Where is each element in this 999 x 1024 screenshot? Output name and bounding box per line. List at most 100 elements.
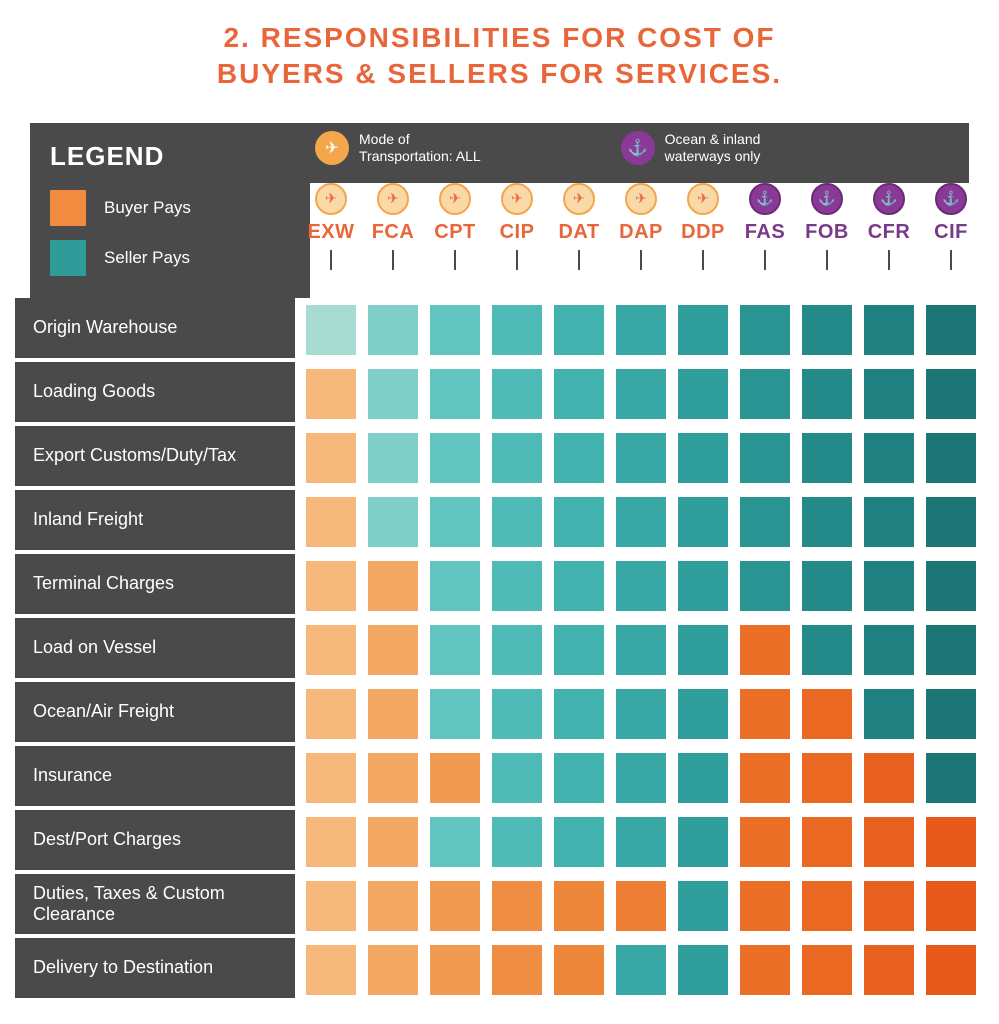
matrix-cell	[486, 938, 548, 1002]
column-header: ✈ FCA	[362, 183, 424, 270]
column-tick	[454, 250, 456, 270]
matrix-cell	[920, 682, 982, 746]
seller-cell	[306, 305, 356, 355]
row-label: Inland Freight	[15, 490, 295, 554]
matrix-cell	[920, 554, 982, 618]
title-line-1: 2. RESPONSIBILITIES FOR COST OF	[223, 22, 775, 53]
seller-cell	[616, 817, 666, 867]
seller-cell	[926, 433, 976, 483]
seller-cell	[678, 369, 728, 419]
matrix-cell	[796, 554, 858, 618]
matrix-cell	[796, 938, 858, 1002]
legend-label: Seller Pays	[104, 248, 190, 268]
table-row: Delivery to Destination	[15, 938, 984, 1002]
column-header: ⚓FAS	[734, 183, 796, 270]
legend-item: Seller Pays	[50, 240, 290, 276]
buyer-cell	[306, 753, 356, 803]
column-tick	[702, 250, 704, 270]
column-tick	[392, 250, 394, 270]
matrix-cell	[548, 682, 610, 746]
seller-cell	[678, 433, 728, 483]
seller-cell	[926, 689, 976, 739]
seller-cell	[678, 561, 728, 611]
row-label: Ocean/Air Freight	[15, 682, 295, 746]
matrix-cell	[610, 618, 672, 682]
matrix-cell	[858, 874, 920, 938]
matrix-cell	[920, 746, 982, 810]
column-header: ✈CPT	[424, 183, 486, 270]
column-code: FAS	[734, 221, 796, 244]
seller-cell	[616, 497, 666, 547]
seller-cell	[368, 433, 418, 483]
matrix-cell	[610, 362, 672, 426]
row-cells	[295, 618, 982, 682]
buyer-cell	[926, 817, 976, 867]
matrix-cell	[734, 298, 796, 362]
matrix-cell	[858, 618, 920, 682]
buyer-cell	[864, 881, 914, 931]
seller-cell	[864, 369, 914, 419]
matrix-cell	[362, 938, 424, 1002]
column-header: ✈EXW	[300, 183, 362, 270]
buyer-cell	[616, 881, 666, 931]
seller-cell	[926, 497, 976, 547]
matrix-cell	[610, 298, 672, 362]
buyer-cell	[368, 881, 418, 931]
row-label: Insurance	[15, 746, 295, 810]
matrix-cell	[300, 746, 362, 810]
buyer-cell	[864, 753, 914, 803]
matrix-cell	[920, 618, 982, 682]
seller-cell	[864, 561, 914, 611]
buyer-cell	[864, 945, 914, 995]
buyer-cell	[926, 881, 976, 931]
matrix-cell	[486, 362, 548, 426]
matrix-cell	[920, 938, 982, 1002]
matrix-cell	[548, 618, 610, 682]
seller-cell	[492, 369, 542, 419]
matrix-cell	[610, 874, 672, 938]
plane-icon: ✈	[377, 183, 409, 215]
seller-cell	[740, 433, 790, 483]
seller-cell	[740, 305, 790, 355]
seller-cell	[616, 625, 666, 675]
legend-label: Buyer Pays	[104, 198, 191, 218]
matrix-cell	[362, 810, 424, 874]
column-code: EXW	[300, 221, 362, 244]
matrix-cell	[362, 682, 424, 746]
legend-panel: LEGEND Buyer PaysSeller Pays	[30, 123, 310, 298]
matrix-cell	[300, 618, 362, 682]
seller-cell	[554, 369, 604, 419]
buyer-cell	[802, 881, 852, 931]
matrix-cell	[548, 746, 610, 810]
row-label: Load on Vessel	[15, 618, 295, 682]
column-tick	[640, 250, 642, 270]
matrix-cell	[424, 298, 486, 362]
column-tick	[330, 250, 332, 270]
table-row: Ocean/Air Freight	[15, 682, 984, 746]
seller-cell	[926, 561, 976, 611]
seller-cell	[678, 753, 728, 803]
legend-swatch	[50, 240, 86, 276]
seller-cell	[864, 689, 914, 739]
matrix-cell	[734, 746, 796, 810]
column-code: FCA	[362, 221, 424, 244]
seller-cell	[368, 497, 418, 547]
matrix-cell	[486, 490, 548, 554]
row-cells	[295, 938, 982, 1002]
matrix-cell	[920, 362, 982, 426]
matrix-cell	[486, 810, 548, 874]
seller-cell	[802, 433, 852, 483]
buyer-cell	[306, 945, 356, 995]
title-line-2: BUYERS & SELLERS FOR SERVICES.	[217, 58, 782, 89]
buyer-cell	[554, 945, 604, 995]
row-label: Origin Warehouse	[15, 298, 295, 362]
table-row: Duties, Taxes & Custom Clearance	[15, 874, 984, 938]
column-code: CPT	[424, 221, 486, 244]
matrix-cell	[362, 746, 424, 810]
matrix-cell	[920, 874, 982, 938]
column-code: DAT	[548, 221, 610, 244]
matrix-cell	[610, 810, 672, 874]
seller-cell	[492, 497, 542, 547]
table-row: Load on Vessel	[15, 618, 984, 682]
matrix-cell	[796, 746, 858, 810]
